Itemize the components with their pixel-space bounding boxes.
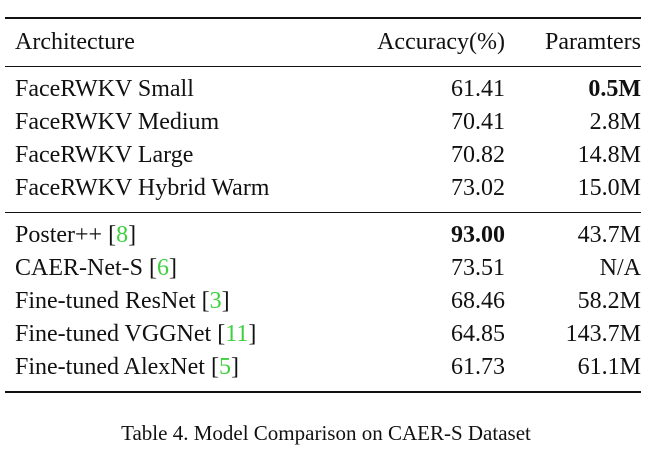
parameters-cell: 58.2M <box>577 288 641 314</box>
architecture-cell: FaceRWKV Medium <box>15 109 220 135</box>
table-row: FaceRWKV Medium 70.41 2.8M <box>5 106 641 139</box>
header-architecture: Architecture <box>15 29 135 55</box>
parameters-cell: 143.7M <box>565 321 641 347</box>
accuracy-cell: 64.85 <box>451 321 505 347</box>
architecture-cell: FaceRWKV Small <box>15 76 194 102</box>
architecture-cell: CAER-Net-S [6] <box>15 255 177 281</box>
accuracy-cell: 93.00 <box>451 222 505 248</box>
top-rule <box>5 17 641 19</box>
table-caption: Table 4. Model Comparison on CAER-S Data… <box>121 421 531 445</box>
parameters-cell: 14.8M <box>577 142 641 168</box>
architecture-cell: Poster++ [8] <box>15 222 137 248</box>
model-name: Poster++ <box>15 222 103 248</box>
bottom-rule <box>5 391 641 393</box>
parameters-cell: 2.8M <box>589 109 641 135</box>
architecture-cell: Fine-tuned AlexNet [5] <box>15 354 239 380</box>
accuracy-cell: 70.82 <box>451 142 505 168</box>
table-row: Fine-tuned ResNet [3] 68.46 58.2M <box>5 285 641 318</box>
architecture-cell: Fine-tuned VGGNet [11] <box>15 321 257 347</box>
model-name: Fine-tuned VGGNet <box>15 321 212 347</box>
table-row: FaceRWKV Small 61.41 0.5M <box>5 73 641 106</box>
table-row: Fine-tuned VGGNet [11] 64.85 143.7M <box>5 318 641 351</box>
model-name: Fine-tuned ResNet <box>15 288 196 314</box>
citation-link[interactable]: 11 <box>225 321 249 347</box>
parameters-cell: 15.0M <box>577 175 641 201</box>
header-accuracy: Accuracy(%) <box>377 29 505 55</box>
header-row: Architecture Accuracy(%) Paramters <box>5 19 641 66</box>
accuracy-cell: 61.73 <box>451 354 505 380</box>
table-row: CAER-Net-S [6] 73.51 N/A <box>5 252 641 285</box>
accuracy-cell: 61.41 <box>451 76 505 102</box>
faceRWKV-group: FaceRWKV Small 61.41 0.5M FaceRWKV Mediu… <box>5 67 641 212</box>
model-name: CAER-Net-S <box>15 255 143 281</box>
comparison-table: Architecture Accuracy(%) Paramters FaceR… <box>5 17 641 393</box>
model-name: Fine-tuned AlexNet <box>15 354 205 380</box>
group-rule <box>5 212 641 213</box>
table-row: Poster++ [8] 93.00 43.7M <box>5 219 641 252</box>
citation-link[interactable]: 5 <box>218 354 231 380</box>
header-rule <box>5 66 641 67</box>
parameters-cell: N/A <box>599 255 641 281</box>
accuracy-cell: 68.46 <box>451 288 505 314</box>
baseline-group: Poster++ [8] 93.00 43.7M CAER-Net-S [6] … <box>5 213 641 391</box>
table-row: FaceRWKV Hybrid Warm 73.02 15.0M <box>5 172 641 205</box>
architecture-cell: FaceRWKV Large <box>15 142 194 168</box>
accuracy-cell: 73.51 <box>451 255 505 281</box>
architecture-cell: FaceRWKV Hybrid Warm <box>15 175 270 201</box>
table-row: Fine-tuned AlexNet [5] 61.73 61.1M <box>5 351 641 384</box>
accuracy-cell: 70.41 <box>451 109 505 135</box>
citation-link[interactable]: 6 <box>157 255 169 281</box>
parameters-cell: 61.1M <box>577 354 641 380</box>
citation-link[interactable]: 8 <box>116 222 129 248</box>
table-row: FaceRWKV Large 70.82 14.8M <box>5 139 641 172</box>
architecture-cell: Fine-tuned ResNet [3] <box>15 288 230 314</box>
accuracy-cell: 73.02 <box>451 175 505 201</box>
citation-link[interactable]: 3 <box>209 288 222 314</box>
parameters-cell: 43.7M <box>577 222 641 248</box>
header-parameters: Paramters <box>545 29 641 55</box>
parameters-cell: 0.5M <box>588 76 641 102</box>
